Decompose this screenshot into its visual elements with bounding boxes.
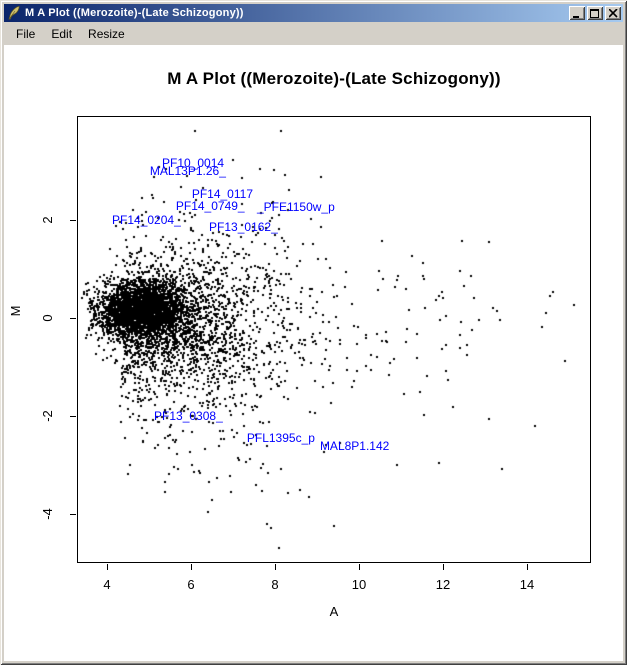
x-tick-label: 6	[187, 577, 195, 592]
titlebar[interactable]: M A Plot ((Merozoite)-(Late Schizogony))	[4, 4, 623, 22]
x-axis-tick	[107, 564, 108, 570]
x-tick-label: 12	[435, 577, 451, 592]
menu-resize[interactable]: Resize	[88, 27, 125, 41]
y-axis-tick	[70, 514, 76, 515]
x-axis-tick	[359, 564, 360, 570]
gene-point-label: PF13_0162_	[209, 219, 278, 234]
x-tick-label: 8	[271, 577, 279, 592]
tk-feather-icon	[6, 5, 22, 21]
scatter-points-canvas	[77, 116, 591, 563]
gene-point-label: PFL1395c_p	[246, 431, 315, 446]
x-tick-label: 10	[351, 577, 367, 592]
y-axis-tick	[70, 318, 76, 319]
x-tick-label: 4	[103, 577, 111, 592]
gene-point-label: PF13_0308_	[154, 409, 223, 423]
gene-point-label: PF14_0749_	[175, 198, 245, 213]
menu-edit[interactable]: Edit	[51, 27, 73, 41]
maximize-button[interactable]	[587, 6, 603, 20]
plot-surface: M A Plot ((Merozoite)-(Late Schizogony))…	[4, 45, 623, 661]
y-tick-label: -4	[40, 508, 55, 520]
gene-point-label: _PFE1150w_p	[256, 199, 335, 214]
x-axis-tick	[275, 564, 276, 570]
x-tick-label: 14	[519, 577, 535, 592]
x-axis-title: A	[329, 604, 339, 619]
y-tick-label: -2	[40, 410, 55, 422]
gene-point-label: MAL13P1.26_	[149, 164, 226, 178]
gene-point-label: PF14_0117	[191, 187, 253, 202]
y-axis-title: M	[8, 305, 23, 317]
plot-box	[77, 116, 591, 563]
window-controls	[569, 6, 621, 20]
y-tick-label: 2	[40, 216, 55, 224]
menu-file[interactable]: File	[16, 27, 36, 41]
window-title: M A Plot ((Merozoite)-(Late Schizogony))	[25, 7, 244, 19]
plot-title: M A Plot ((Merozoite)-(Late Schizogony))	[167, 69, 501, 88]
minimize-button[interactable]	[569, 6, 585, 20]
gene-point-label: MAL8P1.142	[319, 438, 390, 453]
y-axis-tick	[70, 220, 76, 221]
close-button[interactable]	[605, 6, 621, 20]
x-axis-tick	[443, 564, 444, 570]
x-axis-tick	[527, 564, 528, 570]
x-axis-tick	[191, 564, 192, 570]
gene-point-label: PF10_0014	[162, 156, 225, 171]
gene-point-label: PF14_0204_	[112, 213, 181, 227]
y-axis-tick	[70, 416, 76, 417]
menubar: File Edit Resize	[4, 23, 623, 45]
y-tick-label: 0	[40, 314, 55, 322]
